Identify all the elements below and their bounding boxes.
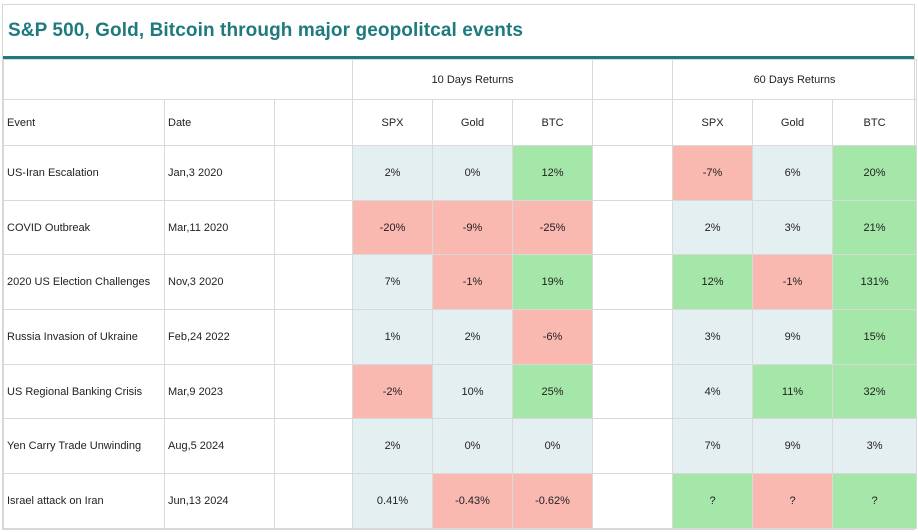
sixty-day-gold-cell: -1% bbox=[752, 254, 834, 311]
ten-day-btc-cell: 0% bbox=[512, 418, 594, 475]
ten-day-btc-cell: -25% bbox=[512, 199, 594, 256]
date-cell: Aug,5 2024 bbox=[164, 418, 275, 475]
event-cell: 2020 US Election Challenges bbox=[3, 254, 165, 311]
sixty-day-gold-cell: 6% bbox=[752, 145, 834, 201]
date-cell: Nov,3 2020 bbox=[164, 254, 275, 311]
sixty-day-btc-cell: 15% bbox=[832, 309, 918, 365]
sixty-day-spx-cell: -7% bbox=[672, 145, 754, 201]
sixty-day-btc-cell: 32% bbox=[832, 363, 918, 420]
spacer-cell bbox=[273, 99, 354, 146]
spacer-cell bbox=[273, 473, 354, 529]
sixty-day-gold-cell: 3% bbox=[752, 199, 834, 256]
table-panel: S&P 500, Gold, Bitcoin through major geo… bbox=[2, 4, 918, 530]
ten-day-spx-cell: -2% bbox=[352, 363, 434, 420]
event-cell: Israel attack on Iran bbox=[3, 473, 165, 529]
ten-day-btc-header: BTC bbox=[512, 99, 594, 146]
table-row: Yen Carry Trade Unwinding Aug,5 2024 2% … bbox=[3, 418, 918, 475]
table-row: COVID Outbreak Mar,11 2020 -20% -9% -25%… bbox=[3, 199, 918, 256]
column-header-row: Event Date SPX Gold BTC SPX Gold BTC bbox=[3, 99, 918, 146]
ten-day-gold-cell: -9% bbox=[432, 199, 514, 256]
sixty-day-btc-cell: ? bbox=[832, 473, 918, 529]
event-cell: COVID Outbreak bbox=[3, 199, 165, 256]
sixty-day-returns-header: 60 Days Returns bbox=[672, 59, 918, 100]
ten-day-btc-cell: 19% bbox=[512, 254, 594, 311]
date-column-header: Date bbox=[164, 99, 275, 146]
group-header-row: 10 Days Returns 60 Days Returns bbox=[2, 59, 918, 100]
ten-day-btc-cell: 12% bbox=[512, 145, 594, 201]
spacer-cell bbox=[592, 363, 674, 420]
sixty-day-spx-cell: 4% bbox=[672, 363, 754, 420]
spacer-cell bbox=[273, 254, 354, 311]
ten-day-gold-header: Gold bbox=[432, 99, 514, 146]
returns-table: 10 Days Returns 60 Days Returns Event Da… bbox=[2, 59, 918, 529]
event-cell: US Regional Banking Crisis bbox=[3, 363, 165, 420]
date-cell: Jan,3 2020 bbox=[164, 145, 275, 201]
sixty-day-spx-cell: 7% bbox=[672, 418, 754, 475]
ten-day-spx-cell: 1% bbox=[352, 309, 434, 365]
ten-day-gold-cell: -1% bbox=[432, 254, 514, 311]
sixty-day-gold-cell: ? bbox=[752, 473, 834, 529]
sixty-day-gold-header: Gold bbox=[752, 99, 834, 146]
sixty-day-btc-cell: 20% bbox=[832, 145, 918, 201]
spacer-cell bbox=[592, 145, 674, 201]
spacer-cell bbox=[592, 309, 674, 365]
sixty-day-gold-cell: 11% bbox=[752, 363, 834, 420]
event-cell: Yen Carry Trade Unwinding bbox=[3, 418, 165, 475]
spacer-cell bbox=[592, 473, 674, 529]
ten-day-spx-cell: 2% bbox=[352, 418, 434, 475]
ten-day-spx-cell: 2% bbox=[352, 145, 434, 201]
ten-day-btc-cell: -6% bbox=[512, 309, 594, 365]
ten-day-btc-cell: 25% bbox=[512, 363, 594, 420]
sixty-day-spx-cell: 2% bbox=[672, 199, 754, 256]
sixty-day-gold-cell: 9% bbox=[752, 418, 834, 475]
spacer-cell bbox=[592, 254, 674, 311]
event-cell: Russia Invasion of Ukraine bbox=[3, 309, 165, 365]
sixty-day-btc-header: BTC bbox=[832, 99, 918, 146]
table-row: Russia Invasion of Ukraine Feb,24 2022 1… bbox=[3, 309, 918, 365]
sixty-day-spx-cell: 12% bbox=[672, 254, 754, 311]
ten-day-gold-cell: 0% bbox=[432, 145, 514, 201]
spacer-cell bbox=[273, 199, 354, 256]
table-row: US-Iran Escalation Jan,3 2020 2% 0% 12% … bbox=[3, 145, 918, 201]
date-cell: Jun,13 2024 bbox=[164, 473, 275, 529]
ten-day-gold-cell: 2% bbox=[432, 309, 514, 365]
table-row: US Regional Banking Crisis Mar,9 2023 -2… bbox=[3, 363, 918, 420]
ten-day-returns-header: 10 Days Returns bbox=[352, 59, 594, 100]
spacer-cell bbox=[592, 199, 674, 256]
sixty-day-btc-cell: 131% bbox=[832, 254, 918, 311]
sixty-day-btc-cell: 3% bbox=[832, 418, 918, 475]
sixty-day-btc-cell: 21% bbox=[832, 199, 918, 256]
ten-day-gold-cell: 0% bbox=[432, 418, 514, 475]
table-row: 2020 US Election Challenges Nov,3 2020 7… bbox=[3, 254, 918, 311]
spacer-cell bbox=[273, 309, 354, 365]
spacer-cell bbox=[273, 363, 354, 420]
page-title: S&P 500, Gold, Bitcoin through major geo… bbox=[8, 19, 524, 41]
date-cell: Mar,9 2023 bbox=[164, 363, 275, 420]
spacer-cell bbox=[273, 418, 354, 475]
ten-day-spx-cell: 7% bbox=[352, 254, 434, 311]
ten-day-spx-cell: -20% bbox=[352, 199, 434, 256]
event-column-header: Event bbox=[3, 99, 165, 146]
blank-header-cell bbox=[2, 59, 354, 100]
spacer-cell bbox=[592, 418, 674, 475]
spacer-cell bbox=[273, 145, 354, 201]
ten-day-btc-cell: -0.62% bbox=[512, 473, 594, 529]
table-row: Israel attack on Iran Jun,13 2024 0.41% … bbox=[3, 473, 918, 529]
title-bar: S&P 500, Gold, Bitcoin through major geo… bbox=[3, 5, 914, 59]
ten-day-spx-cell: 0.41% bbox=[352, 473, 434, 529]
date-cell: Mar,11 2020 bbox=[164, 199, 275, 256]
sixty-day-spx-cell: 3% bbox=[672, 309, 754, 365]
date-cell: Feb,24 2022 bbox=[164, 309, 275, 365]
ten-day-spx-header: SPX bbox=[352, 99, 434, 146]
event-cell: US-Iran Escalation bbox=[3, 145, 165, 201]
ten-day-gold-cell: 10% bbox=[432, 363, 514, 420]
sixty-day-gold-cell: 9% bbox=[752, 309, 834, 365]
sixty-day-spx-header: SPX bbox=[672, 99, 754, 146]
ten-day-gold-cell: -0.43% bbox=[432, 473, 514, 529]
spacer-header-cell bbox=[592, 59, 674, 100]
spacer-cell bbox=[592, 99, 674, 146]
sixty-day-spx-cell: ? bbox=[672, 473, 754, 529]
